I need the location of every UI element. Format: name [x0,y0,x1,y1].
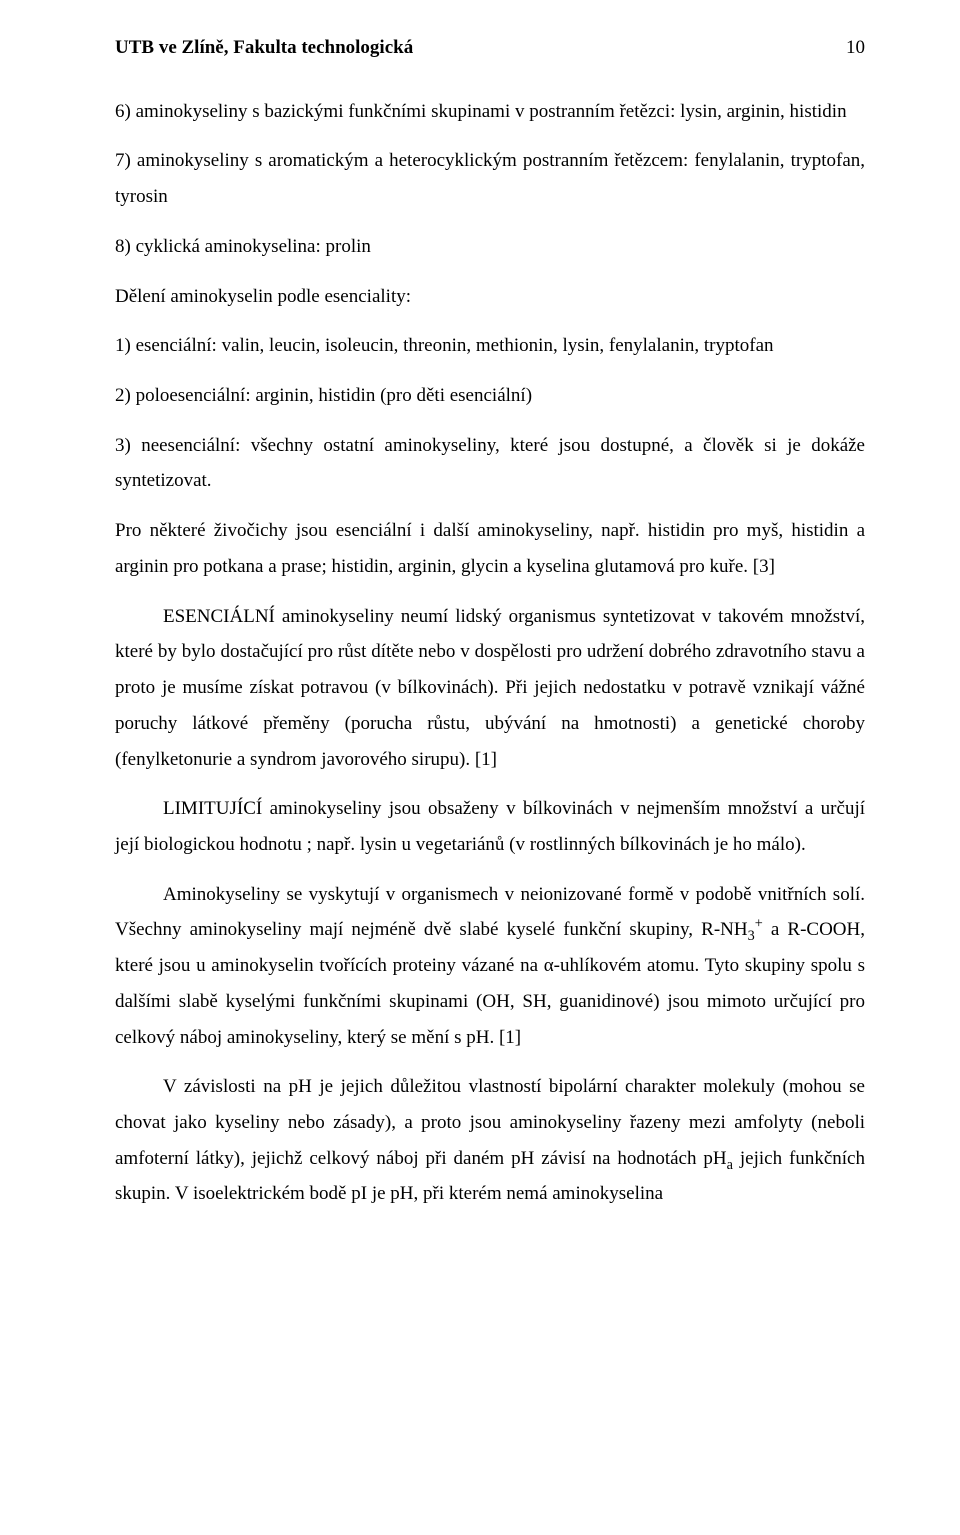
paragraph-zivocichy: Pro některé živočichy jsou esenciální i … [115,513,865,584]
list-item-7: 7) aminokyseliny s aromatickým a heteroc… [115,143,865,214]
header-title: UTB ve Zlíně, Fakulta technologická [115,30,413,66]
list-item-poloesencialni: 2) poloesenciální: arginin, histidin (pr… [115,378,865,414]
subheading-esenciality: Dělení aminokyselin podle esenciality: [115,279,865,315]
document-page: UTB ve Zlíně, Fakulta technologická 10 6… [0,0,960,1535]
list-item-neesencialni: 3) neesenciální: všechny ostatní aminoky… [115,428,865,499]
paragraph-esencialni: ESENCIÁLNÍ aminokyseliny neumí lidský or… [115,599,865,778]
header-page-number: 10 [846,30,865,66]
p11-subscript: 3 [748,928,755,944]
list-item-8: 8) cyklická aminokyselina: prolin [115,229,865,265]
paragraph-limitujici: LIMITUJÍCÍ aminokyseliny jsou obsaženy v… [115,791,865,862]
list-item-esencialni: 1) esenciální: valin, leucin, isoleucin,… [115,328,865,364]
list-item-6: 6) aminokyseliny s bazickými funkčními s… [115,94,865,130]
paragraph-bipolarity: V závislosti na pH je jejich důležitou v… [115,1069,865,1212]
paragraph-ionizace: Aminokyseliny se vyskytují v organismech… [115,877,865,1056]
p11-superscript: + [755,916,763,932]
page-header: UTB ve Zlíně, Fakulta technologická 10 [115,30,865,66]
